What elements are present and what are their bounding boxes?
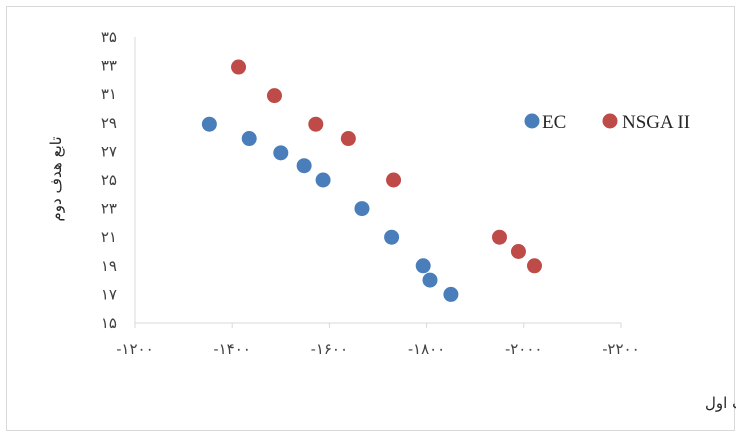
series-nsga-ii [231, 59, 542, 274]
data-point [443, 286, 459, 302]
y-tick-label: ۳۱ [101, 85, 117, 103]
x-tick-label: -۱۶۰۰ [311, 340, 348, 358]
data-point [492, 229, 507, 245]
legend: EC NSGA II [524, 112, 690, 133]
y-tick-label: ۳۵ [101, 28, 117, 46]
x-tick-label: -۱۴۰۰ [214, 340, 251, 358]
x-tick-label: -۱۸۰۰ [408, 340, 445, 358]
chart-frame: ۱۵ ۱۷ ۱۹ ۲۱ ۲۳ ۲۵ ۲۷ ۲۹ ۳۱ ۳۳ ۳۵ -۱۲۰۰ -۱۴۰۰ -۱۶۰۰ -۱… [6, 6, 736, 431]
x-tick-labels: -۱۲۰۰ -۱۴۰۰ -۱۶۰۰ -۱۸۰۰ -۲۰۰۰ -۲۲۰۰ [116, 323, 640, 358]
x-axis-title: تابع هدف اول [705, 394, 736, 412]
y-tick-label: ۲۷ [101, 142, 117, 160]
data-point [241, 131, 257, 147]
data-point [415, 258, 431, 274]
y-tick-label: ۱۵ [101, 314, 117, 332]
y-tick-labels: ۱۵ ۱۷ ۱۹ ۲۱ ۲۳ ۲۵ ۲۷ ۲۹ ۳۱ ۳۳ ۳۵ [101, 28, 117, 332]
data-point [384, 229, 400, 245]
data-point [340, 131, 356, 147]
data-point [526, 258, 542, 274]
data-point [354, 201, 370, 217]
y-axis-title: تابع هدف دوم [47, 137, 65, 222]
data-points [201, 59, 542, 302]
data-point [296, 158, 312, 174]
y-tick-label: ۲۱ [101, 228, 117, 246]
legend-marker [524, 113, 540, 129]
y-tick-label: ۱۹ [101, 257, 117, 275]
data-point [315, 172, 331, 188]
data-point [308, 116, 324, 132]
data-point [231, 59, 247, 75]
legend-label: NSGA II [622, 112, 690, 133]
data-point [266, 88, 282, 104]
axes [134, 37, 621, 324]
data-point [386, 172, 402, 188]
x-tick-label: -۱۲۰۰ [116, 340, 153, 358]
legend-label: EC [542, 112, 566, 133]
y-tick-label: ۲۹ [101, 114, 117, 132]
y-tick-label: ۳۳ [101, 57, 117, 75]
x-tick-label: -۲۲۰۰ [602, 340, 639, 358]
series-ec [201, 116, 459, 302]
data-point [273, 145, 289, 161]
y-tick-label: ۲۵ [101, 171, 117, 189]
y-tick-label: ۱۷ [101, 285, 117, 303]
data-point [510, 244, 526, 259]
y-tick-label: ۲۳ [101, 200, 117, 218]
data-point [201, 116, 217, 132]
x-tick-label: -۲۰۰۰ [505, 340, 542, 358]
legend-marker [602, 113, 618, 129]
data-point [422, 272, 438, 288]
